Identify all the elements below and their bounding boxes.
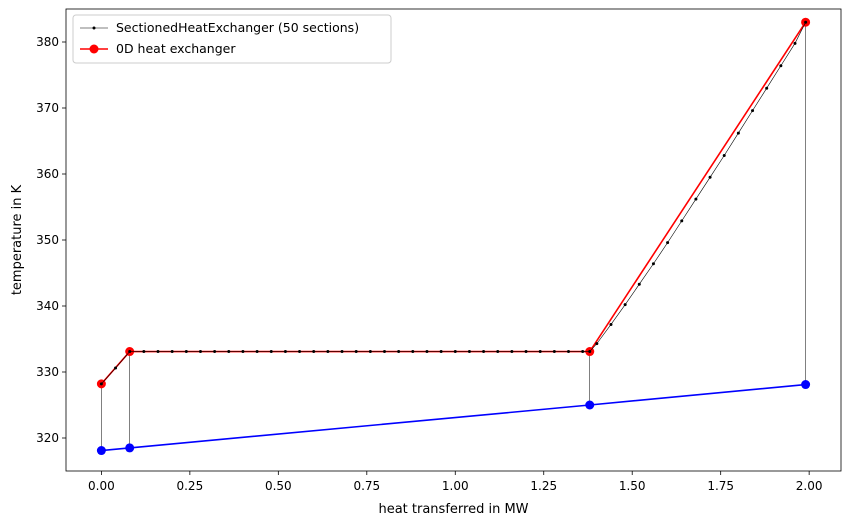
data-point [623,303,627,307]
data-point [581,350,585,354]
y-tick-label: 330 [36,365,59,379]
legend-label: 0D heat exchanger [116,41,236,56]
data-point [125,443,135,453]
data-point [765,86,769,90]
data-point [609,322,613,326]
data-point [751,109,755,113]
y-tick-label: 380 [36,35,59,49]
x-tick-label: 0.50 [265,479,292,493]
data-point [114,366,118,370]
data-point [779,64,783,68]
y-tick-label: 370 [36,101,59,115]
data-point [666,241,670,245]
x-tick-label: 1.75 [707,479,734,493]
data-point [524,350,528,354]
data-point [170,350,174,354]
x-tick-label: 1.00 [442,479,469,493]
data-point [588,350,592,354]
series-line [101,22,806,385]
data-point [382,350,386,354]
legend-marker [92,26,96,30]
data-point [354,350,358,354]
data-point [804,20,808,24]
data-point [213,350,217,354]
x-axis-ticks: 0.00 0.25 0.50 0.75 1.00 1.25 1.50 1.75 2.00 [88,471,823,493]
data-point [496,350,500,354]
data-point [793,41,797,45]
y-axis-label: temperature in K [10,184,25,295]
data-point [453,350,457,354]
y-axis-ticks: 320 330 340 350 360 370 380 [36,35,66,445]
data-point [397,350,401,354]
data-point [595,342,599,346]
plot-frame [65,8,842,472]
data-point [585,400,595,410]
data-point [184,350,188,354]
data-point [255,350,259,354]
data-point [439,350,443,354]
data-point [467,350,471,354]
data-point [694,197,698,201]
series-1 [96,17,811,389]
legend-marker [89,44,99,54]
data-point [552,350,556,354]
legend-label: SectionedHeatExchanger (50 sections) [116,20,359,35]
data-point [538,350,542,354]
data-point [96,446,106,456]
data-point [680,219,684,223]
x-axis-label: heat transferred in MW [378,502,528,517]
y-tick-label: 360 [36,167,59,181]
x-tick-label: 0.00 [88,479,115,493]
data-point [283,350,287,354]
data-point [99,382,103,386]
series-layer [96,17,811,456]
data-point [128,350,132,354]
data-point [425,350,429,354]
y-tick-label: 340 [36,299,59,313]
data-point [567,350,571,354]
data-point [241,350,245,354]
data-point [368,350,372,354]
data-point [298,350,302,354]
connector-lines [101,22,806,451]
y-tick-label: 350 [36,233,59,247]
data-point [269,350,273,354]
data-point [801,380,811,390]
data-point [156,350,160,354]
data-point [227,350,231,354]
data-point [482,350,486,354]
series-0 [99,20,808,386]
data-point [651,262,655,266]
data-point [312,350,316,354]
legend: SectionedHeatExchanger (50 sections) 0D h… [72,14,392,64]
data-point [722,154,726,158]
data-point [142,350,146,354]
x-tick-label: 0.75 [353,479,380,493]
series-line [101,383,806,452]
x-tick-label: 0.25 [176,479,203,493]
legend-box [72,14,392,64]
data-point [708,175,712,179]
series-line [100,21,807,385]
x-tick-label: 1.50 [619,479,646,493]
data-point [198,350,202,354]
data-point [736,131,740,135]
series-2 [96,380,811,456]
data-point [326,350,330,354]
data-point [411,350,415,354]
x-tick-label: 2.00 [796,479,823,493]
x-tick-label: 1.25 [530,479,557,493]
data-point [510,350,514,354]
y-tick-label: 320 [36,431,59,445]
data-point [637,282,641,286]
data-point [340,350,344,354]
